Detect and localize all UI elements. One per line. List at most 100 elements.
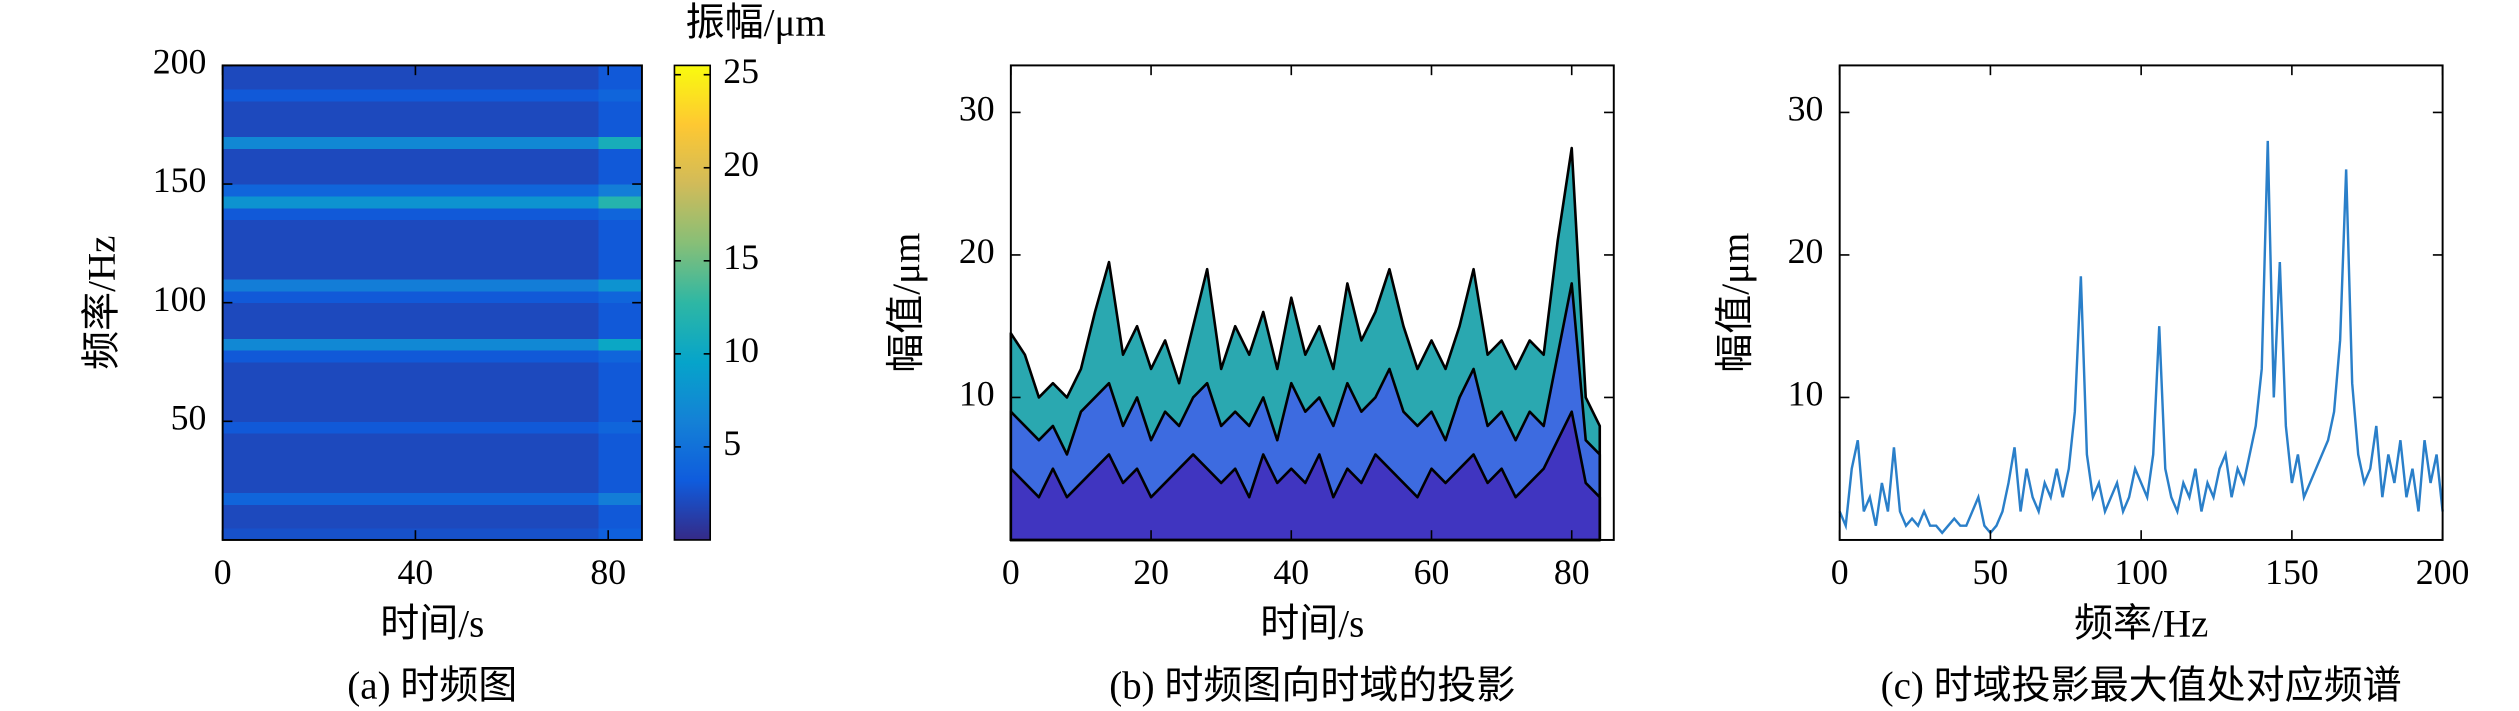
heatmap-cell [222, 302, 320, 316]
heatmap-cell [222, 385, 320, 399]
x-tick-label: 20 [1133, 552, 1169, 592]
heatmap-cell [598, 172, 643, 185]
heatmap-cell [598, 445, 643, 458]
heatmap-cell [415, 112, 513, 126]
heatmap-cell [319, 207, 416, 221]
heatmap-cell [222, 184, 320, 197]
axes-frame [1009, 64, 1615, 541]
heatmap-cell [319, 385, 416, 399]
y-tick-label: 10 [959, 374, 995, 414]
heatmap-cell [511, 302, 600, 316]
caption: (a) 时频图 [347, 664, 517, 707]
heatmap-cell [415, 314, 513, 327]
x-axis-label: 时间/s [380, 603, 484, 646]
heatmap-cell [511, 362, 600, 375]
heatmap-cell [598, 492, 643, 505]
colorbar-label: 振幅/μm [686, 1, 826, 44]
heatmap-cell [598, 528, 643, 541]
heatmap-cell [415, 326, 513, 339]
heatmap-cell [511, 278, 600, 292]
x-tick-label: 40 [398, 552, 434, 592]
heatmap-cell [222, 409, 320, 422]
x-tick-label: 50 [1973, 552, 2009, 592]
x-tick-label: 80 [590, 552, 626, 592]
heatmap-cell [598, 243, 643, 256]
heatmap-cell [598, 124, 643, 138]
heatmap-cell [511, 148, 600, 161]
y-tick-label: 150 [153, 160, 207, 200]
x-tick-label: 100 [2114, 552, 2168, 592]
heatmap-cell [222, 148, 320, 161]
heatmap-cell [319, 445, 416, 458]
heatmap-cell [319, 528, 416, 541]
heatmap-cell [511, 504, 600, 517]
heatmap-cell [415, 338, 513, 351]
heatmap-cell [511, 468, 600, 482]
heatmap-cell [319, 77, 416, 90]
heatmap-cell [415, 480, 513, 493]
heatmap-cell [222, 516, 320, 529]
heatmap-cell [598, 160, 643, 173]
colorbar-tick-label: 5 [723, 423, 741, 463]
heatmap-cell [598, 207, 643, 221]
heatmap-cell [415, 231, 513, 244]
heatmap-cell [222, 314, 320, 327]
heatmap-cell [319, 89, 416, 102]
heatmap-cell [319, 409, 416, 422]
heatmap-cell [598, 468, 643, 482]
heatmap-cell [415, 136, 513, 149]
heatmap-cell [598, 433, 643, 446]
heatmap-cell [511, 219, 600, 232]
heatmap-cell [222, 445, 320, 458]
heatmap-cell [415, 77, 513, 90]
x-tick-label: 40 [1273, 552, 1309, 592]
heatmap-cell [511, 184, 600, 197]
heatmap-cell [222, 267, 320, 280]
heatmap-cell [415, 385, 513, 399]
x-tick-label: 0 [214, 552, 232, 592]
heatmap-cell [319, 148, 416, 161]
heatmap-cell [415, 409, 513, 422]
axes-frame [1838, 64, 2444, 541]
heatmap-cell [319, 136, 416, 149]
heatmap-cell [511, 338, 600, 351]
y-axis-label: 幅值/μm [1714, 233, 1757, 373]
heatmap-cell [415, 456, 513, 470]
panel: 0 50 100 150 200 10 20 30 频率/Hz 幅值/μm (c) 时域投影最大值处… [1714, 64, 2469, 707]
heatmap-cell [415, 373, 513, 387]
heatmap-cell [222, 65, 320, 78]
heatmap-cell [415, 504, 513, 517]
heatmap-cell [222, 160, 320, 173]
heatmap-cell [415, 445, 513, 458]
heatmap-cell [511, 112, 600, 126]
heatmap-cell [598, 409, 643, 422]
heatmap-cell [222, 350, 320, 363]
heatmap-cell [319, 338, 416, 351]
heatmap-cell [511, 160, 600, 173]
colorbar [673, 64, 712, 541]
heatmap-cell [598, 421, 643, 434]
heatmap-cell [319, 350, 416, 363]
heatmap-cell [598, 385, 643, 399]
heatmap-cell [598, 148, 643, 161]
heatmap-cell [415, 302, 513, 316]
heatmap-cell [415, 255, 513, 268]
heatmap-cell [319, 255, 416, 268]
y-tick-label: 20 [1788, 231, 1824, 271]
plot-area [1838, 140, 2444, 535]
heatmap-cell [598, 267, 643, 280]
caption: (b) 时频图向时域的投影 [1109, 664, 1515, 707]
heatmap-cell [415, 124, 513, 138]
heatmap-cell [415, 278, 513, 292]
heatmap-cell [319, 219, 416, 232]
heatmap-cell [598, 326, 643, 339]
heatmap-cell [222, 124, 320, 138]
heatmap-cell [222, 421, 320, 434]
heatmap-cell [222, 231, 320, 244]
heatmap-cell [598, 480, 643, 493]
heatmap-cell [319, 160, 416, 173]
heatmap-cell [511, 326, 600, 339]
heatmap-cell [598, 278, 643, 292]
heatmap-cell [222, 326, 320, 339]
heatmap-cell [222, 243, 320, 256]
